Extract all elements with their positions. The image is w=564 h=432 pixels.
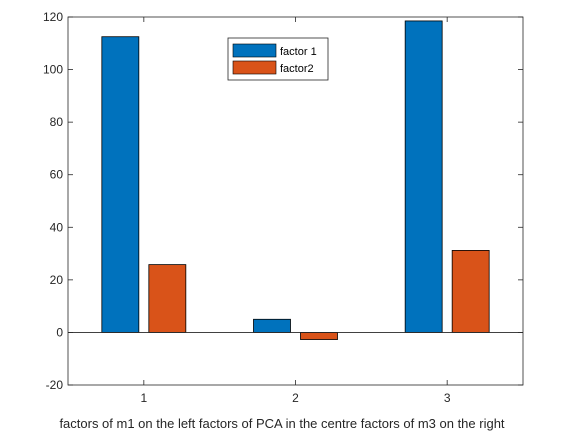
bar-1-category-2 <box>253 318 291 333</box>
x-tick-label: 2 <box>292 391 299 405</box>
legend-swatch <box>232 60 277 75</box>
y-tick-label: 80 <box>50 115 64 129</box>
legend: factor 1 factor2 <box>227 37 329 81</box>
y-tick-label: 40 <box>50 220 64 234</box>
legend-label: factor2 <box>280 63 314 75</box>
y-tick-label: -20 <box>46 378 64 392</box>
legend-swatch <box>232 43 277 58</box>
y-tick-label: 120 <box>43 10 63 24</box>
y-tick-label: 20 <box>50 273 64 287</box>
bar-1-category-1 <box>101 36 140 333</box>
x-tick-label: 3 <box>444 391 451 405</box>
bar-2-category-2 <box>300 332 338 340</box>
bar-1-category-3 <box>404 20 443 333</box>
bar-2-category-3 <box>451 250 490 333</box>
y-tick-label: 0 <box>56 325 63 339</box>
x-axis-label: factors of m1 on the left factors of PCA… <box>59 416 504 431</box>
y-tick-label: 100 <box>43 63 63 77</box>
bar-2-category-1 <box>148 264 187 333</box>
y-tick-label: 60 <box>50 168 64 182</box>
y-ticks: -20 0 20 40 60 80 100 120 <box>43 10 523 392</box>
bars-group <box>101 20 490 340</box>
legend-label: factor 1 <box>280 46 317 58</box>
x-ticks: 1 2 3 <box>140 17 451 405</box>
x-tick-label: 1 <box>140 391 147 405</box>
